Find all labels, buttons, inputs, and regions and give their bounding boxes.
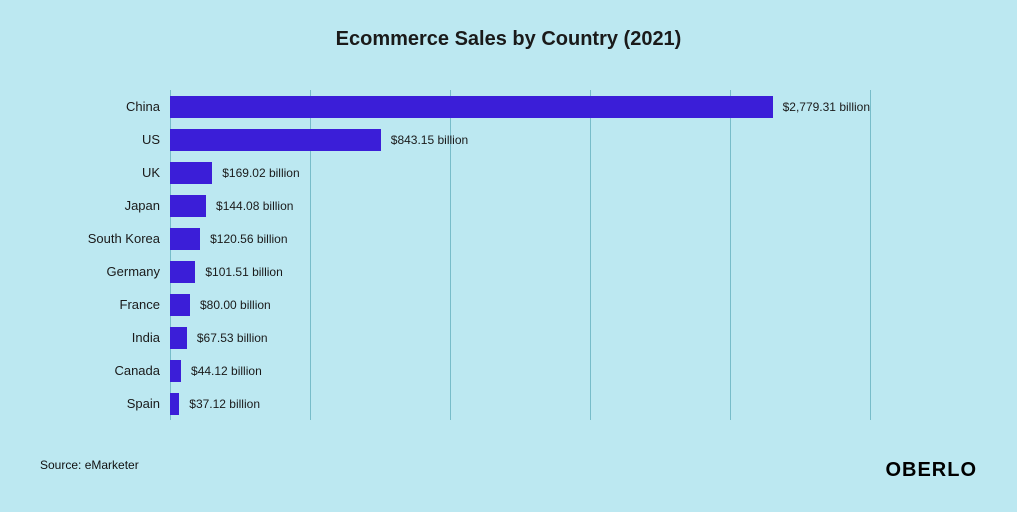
y-axis-label: China — [126, 99, 160, 114]
bar — [170, 393, 179, 415]
gridline — [870, 90, 871, 420]
bar-row: UK$169.02 billion — [170, 156, 870, 189]
y-axis-label: Japan — [125, 198, 160, 213]
y-axis-label: UK — [142, 165, 160, 180]
chart-plot: China$2,779.31 billionUS$843.15 billionU… — [170, 90, 870, 420]
bar-value-label: $144.08 billion — [216, 199, 293, 213]
bar-row: France$80.00 billion — [170, 288, 870, 321]
bar-value-label: $169.02 billion — [222, 166, 299, 180]
brand-logo: OBERLO — [885, 459, 977, 482]
bar-row: Japan$144.08 billion — [170, 189, 870, 222]
bar-value-label: $80.00 billion — [200, 298, 271, 312]
bar-row: South Korea$120.56 billion — [170, 222, 870, 255]
bar-value-label: $120.56 billion — [210, 232, 287, 246]
chart-title: Ecommerce Sales by Country (2021) — [0, 28, 1017, 51]
y-axis-label: South Korea — [88, 231, 160, 246]
bar — [170, 195, 206, 217]
bar-value-label: $67.53 billion — [197, 331, 268, 345]
bar-row: India$67.53 billion — [170, 321, 870, 354]
bar — [170, 162, 212, 184]
bar-value-label: $101.51 billion — [205, 265, 282, 279]
bar-row: Germany$101.51 billion — [170, 255, 870, 288]
bar-value-label: $843.15 billion — [391, 133, 468, 147]
bar-row: US$843.15 billion — [170, 123, 870, 156]
bar — [170, 261, 195, 283]
bar — [170, 129, 381, 151]
bar-value-label: $2,779.31 billion — [783, 100, 870, 114]
y-axis-label: Germany — [107, 264, 160, 279]
y-axis-label: Canada — [114, 363, 160, 378]
y-axis-label: India — [132, 330, 160, 345]
bar — [170, 96, 773, 118]
y-axis-label: Spain — [127, 396, 160, 411]
bar-row: Spain$37.12 billion — [170, 387, 870, 420]
y-axis-label: US — [142, 132, 160, 147]
bar — [170, 294, 190, 316]
bar — [170, 327, 187, 349]
bar-row: China$2,779.31 billion — [170, 90, 870, 123]
y-axis-label: France — [120, 297, 160, 312]
bar-row: Canada$44.12 billion — [170, 354, 870, 387]
bar-value-label: $37.12 billion — [189, 397, 260, 411]
bar — [170, 360, 181, 382]
bar — [170, 228, 200, 250]
bar-rows: China$2,779.31 billionUS$843.15 billionU… — [170, 90, 870, 420]
bar-value-label: $44.12 billion — [191, 364, 262, 378]
source-label: Source: eMarketer — [40, 458, 139, 472]
